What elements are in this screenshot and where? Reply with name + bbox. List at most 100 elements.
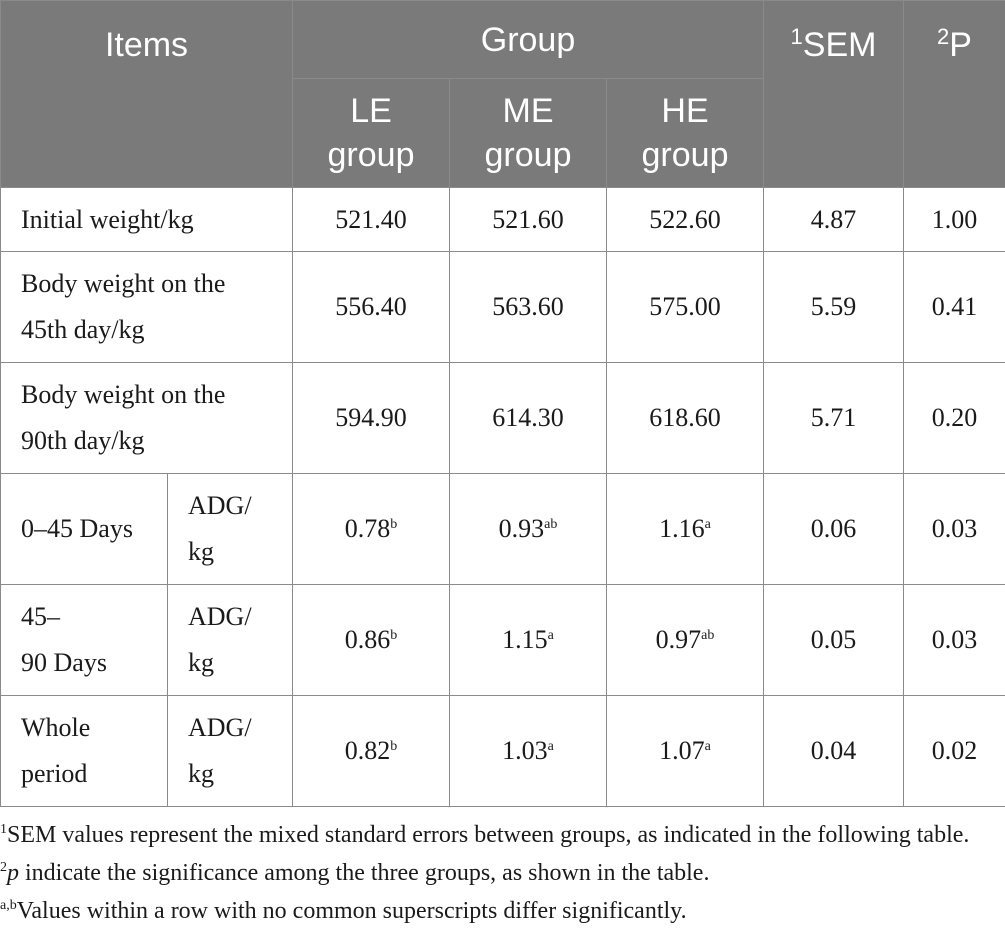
row-adg-line2: kg: [188, 537, 214, 566]
header-sem-label: SEM: [802, 26, 877, 64]
cell-value: 0.82: [344, 736, 391, 765]
cell-p: 0.03: [903, 584, 1005, 696]
row-period-label: Whole period: [0, 695, 168, 807]
cell-p: 0.03: [903, 473, 1005, 585]
row-item-line1: Body weight on the: [21, 380, 226, 409]
footnote-text: Values within a row with no common super…: [16, 898, 687, 924]
cell-le: 521.40: [292, 187, 450, 252]
cell-me: 1.03a: [449, 695, 607, 807]
header-items: Items: [0, 0, 293, 188]
cell-superscript: a: [547, 739, 554, 754]
cell-p: 1.00: [903, 187, 1005, 252]
header-me-line1: ME: [502, 92, 554, 130]
cell-le: 594.90: [292, 362, 450, 474]
header-p: 2P: [903, 0, 1005, 188]
row-period-label: 0–45 Days: [0, 473, 168, 585]
footnote-text: indicate the significance among the thre…: [19, 860, 710, 886]
header-sem: 1SEM: [763, 0, 905, 188]
row-item-line2: 45th day/kg: [21, 315, 145, 344]
cell-superscript: a: [547, 628, 554, 643]
header-le-line1: LE: [350, 92, 392, 130]
row-item-line2: 90th day/kg: [21, 426, 145, 455]
cell-me: 0.93ab: [449, 473, 607, 585]
cell-sem: 5.71: [763, 362, 905, 474]
row-adg-label: ADG/kg: [167, 695, 293, 807]
cell-he: 1.16a: [605, 473, 765, 585]
header-le-group: LE group: [292, 78, 450, 188]
cell-value: 1.07: [659, 736, 705, 765]
header-p-label: P: [949, 26, 972, 64]
header-me-group: ME group: [449, 78, 607, 188]
footnote-text: SEM values represent the mixed standard …: [7, 822, 970, 848]
cell-sem: 0.05: [763, 584, 905, 696]
cell-value: 0.78: [344, 514, 391, 543]
row-item-label: Initial weight/kg: [0, 187, 293, 252]
cell-me: 563.60: [449, 251, 607, 363]
footnote-marker: 1: [0, 822, 7, 837]
row-period-line2: 90 Days: [21, 648, 107, 677]
row-adg-line1: ADG/: [188, 602, 252, 631]
cell-le: 0.78b: [292, 473, 450, 585]
cell-le: 0.82b: [292, 695, 450, 807]
row-adg-label: ADG/kg: [167, 584, 293, 696]
footnote-sem-p: 1SEM values represent the mixed standard…: [0, 816, 990, 892]
cell-sem: 0.04: [763, 695, 905, 807]
cell-p: 0.02: [903, 695, 1005, 807]
row-adg-line2: kg: [188, 759, 214, 788]
cell-superscript: b: [390, 628, 398, 643]
row-adg-label: ADG/kg: [167, 473, 293, 585]
row-item-label: Body weight on the 45th day/kg: [0, 251, 293, 363]
cell-value: 1.16: [659, 514, 705, 543]
cell-value: 0.97: [655, 625, 702, 654]
row-adg-line1: ADG/: [188, 713, 252, 742]
cell-p: 0.41: [903, 251, 1005, 363]
cell-me: 1.15a: [449, 584, 607, 696]
row-item-line1: Body weight on the: [21, 269, 226, 298]
header-me-line2: group: [484, 136, 572, 174]
table-row: 45– 90 Days ADG/kg 0.86b 1.15a 0.97ab 0.0…: [0, 584, 1005, 696]
cell-value: 1.03: [502, 736, 548, 765]
cell-value: 0.93: [498, 514, 545, 543]
cell-le: 556.40: [292, 251, 450, 363]
footnote-marker: 2: [0, 860, 7, 875]
row-item-label: Body weight on the 90th day/kg: [0, 362, 293, 474]
cell-p: 0.20: [903, 362, 1005, 474]
cell-superscript: b: [390, 517, 398, 532]
cell-sem: 4.87: [763, 187, 905, 252]
cell-value: 0.86: [344, 625, 391, 654]
cell-me: 521.60: [449, 187, 607, 252]
header-group: Group: [291, 0, 765, 79]
header-le-line2: group: [327, 136, 415, 174]
footnote-p-symbol: p: [7, 860, 19, 886]
cell-superscript: ab: [701, 628, 715, 643]
cell-le: 0.86b: [292, 584, 450, 696]
cell-value: 1.15: [502, 625, 548, 654]
header-sem-sup: 1: [790, 24, 803, 49]
cell-superscript: b: [390, 739, 398, 754]
cell-sem: 5.59: [763, 251, 905, 363]
table-row: Body weight on the 90th day/kg 594.90 614…: [0, 362, 1005, 474]
cell-superscript: a: [704, 517, 711, 532]
cell-he: 618.60: [605, 362, 765, 474]
row-adg-line1: ADG/: [188, 491, 252, 520]
cell-he: 1.07a: [605, 695, 765, 807]
header-p-sup: 2: [937, 24, 950, 49]
footnote-superscripts: a,bValues within a row with no common su…: [0, 892, 990, 930]
cell-he: 522.60: [605, 187, 765, 252]
table-row: 0–45 Days ADG/kg 0.78b 0.93ab 1.16a 0.06…: [0, 473, 1005, 585]
data-table: Items Group 1SEM 2P LE group ME group HE gr…: [0, 0, 1005, 807]
table-row: Whole period ADG/kg 0.82b 1.03a 1.07a 0.0…: [0, 695, 1005, 807]
row-period-label: 45– 90 Days: [0, 584, 168, 696]
cell-superscript: ab: [544, 517, 558, 532]
table-row: Body weight on the 45th day/kg 556.40 563…: [0, 251, 1005, 363]
footnote-marker: a,b: [0, 898, 17, 913]
row-period-line1: 45–: [21, 602, 60, 631]
row-period-line1: Whole: [21, 713, 91, 742]
cell-he: 0.97ab: [605, 584, 765, 696]
table-footnotes: 1SEM values represent the mixed standard…: [0, 816, 990, 930]
header-he-line1: HE: [661, 92, 709, 130]
header-he-line2: group: [641, 136, 729, 174]
cell-superscript: a: [704, 739, 711, 754]
header-he-group: HE group: [605, 78, 765, 188]
row-period-line2: period: [21, 759, 88, 788]
